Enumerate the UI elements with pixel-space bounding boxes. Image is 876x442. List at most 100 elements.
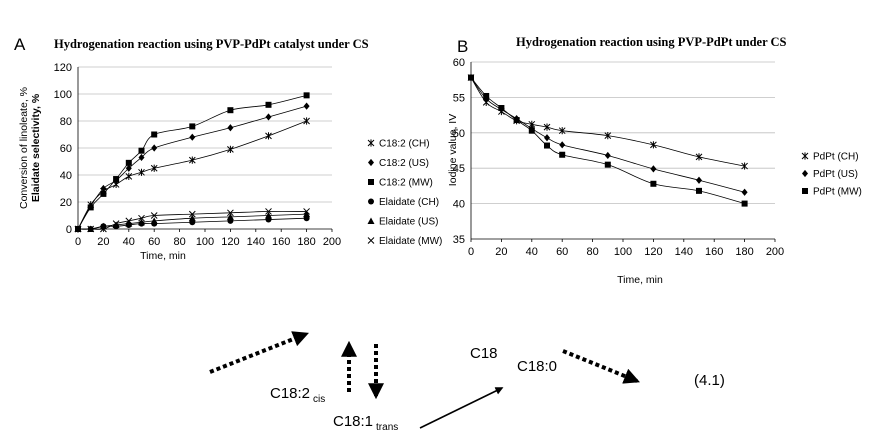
- x-tick-label-180: 180: [297, 236, 315, 248]
- data-point-c18-2-us-2: [100, 184, 107, 193]
- data-point-elaidate-us-3: [112, 221, 120, 228]
- chart-a-panel-label: A: [14, 35, 26, 54]
- data-point-c18-2-ch-6: [150, 164, 158, 172]
- data-point-pdpt-ch-8: [650, 141, 657, 149]
- data-point-pdpt-us-5: [544, 134, 550, 142]
- data-point-c18-2-ch-8: [227, 145, 234, 153]
- species-c18-1-label: C18:1: [333, 413, 373, 430]
- legend-label-elaidate-ch: Elaidate (CH): [379, 197, 439, 208]
- species-c18-1-trans: C18:1 trans: [333, 413, 398, 433]
- data-point-c18-2-mw-4: [125, 159, 132, 166]
- chart-a-y-axis-label-line1: Conversion of linoleate, %: [18, 87, 30, 209]
- x-tick-label-160: 160: [272, 236, 290, 248]
- data-point-pdpt-ch-5: [543, 123, 551, 131]
- y-tick-label-60: 60: [453, 57, 465, 69]
- data-point-pdpt-mw-10: [741, 200, 748, 207]
- legend-label-elaidate-mw: Elaidate (MW): [379, 236, 442, 247]
- data-point-c18-2-us-9: [265, 113, 272, 121]
- x-tick-label-200: 200: [323, 236, 341, 248]
- legend-marker-c18-2-mw: [368, 179, 374, 185]
- x-tick-label-40: 40: [526, 246, 538, 258]
- chart-b-y-axis-label: Iodine value, IV: [447, 114, 459, 186]
- data-point-c18-2-us-10: [303, 102, 310, 110]
- data-point-elaidate-mw-0: [74, 225, 82, 233]
- chart-b-data-points: [467, 73, 748, 207]
- data-point-c18-2-ch-7: [188, 156, 196, 164]
- legend-label-c18-2-us: C18:2 (US): [379, 158, 429, 169]
- data-point-pdpt-mw-3: [513, 117, 520, 124]
- legend-label-pdpt-ch: PdPt (CH): [813, 152, 859, 163]
- chart-b-trend-lines: [470, 77, 745, 204]
- legend-marker-pdpt-ch: [801, 152, 809, 160]
- x-tick-label-140: 140: [675, 246, 693, 258]
- data-point-pdpt-mw-8: [650, 180, 657, 187]
- data-point-c18-2-mw-6: [151, 131, 158, 138]
- data-point-c18-2-mw-9: [265, 101, 272, 108]
- data-point-elaidate-mw-5: [138, 214, 145, 222]
- y-tick-label-60: 60: [60, 143, 72, 155]
- species-c18-2-subscript: cis: [313, 394, 325, 405]
- data-point-c18-2-us-5: [138, 153, 145, 162]
- chart-b-panel-label: B: [457, 37, 468, 56]
- data-point-elaidate-mw-1: [87, 225, 95, 233]
- data-point-c18-2-us-8: [227, 124, 234, 132]
- data-point-pdpt-ch-10: [741, 162, 748, 170]
- data-point-pdpt-us-7: [604, 151, 611, 160]
- data-point-pdpt-ch-9: [695, 153, 703, 161]
- data-point-pdpt-us-9: [696, 176, 702, 184]
- data-point-elaidate-us-5: [138, 218, 145, 226]
- legend-marker-elaidate-us: [367, 217, 375, 224]
- y-tick-label-40: 40: [453, 199, 465, 211]
- chart-a-title: Hydrogenation reaction using PVP-PdPt ca…: [54, 37, 369, 51]
- data-point-c18-2-mw-7: [189, 123, 196, 130]
- species-c18-2-label: C18:2: [270, 385, 310, 402]
- chart-b: B Hydrogenation reaction using PVP-PdPt …: [447, 35, 862, 286]
- data-point-c18-2-ch-10: [303, 117, 310, 125]
- legend-marker-pdpt-us: [802, 169, 808, 178]
- data-point-c18-2-mw-3: [113, 176, 120, 183]
- data-point-pdpt-mw-1: [483, 92, 490, 99]
- data-point-pdpt-mw-7: [604, 161, 611, 168]
- solid-arrow-to-c18: [419, 387, 504, 429]
- x-tick-label-80: 80: [173, 236, 185, 248]
- x-tick-label-120: 120: [644, 246, 662, 258]
- data-point-pdpt-mw-5: [544, 142, 550, 149]
- y-tick-label-80: 80: [60, 116, 72, 128]
- data-point-c18-2-us-4: [125, 164, 132, 172]
- x-tick-label-80: 80: [586, 246, 598, 258]
- species-c18: C18: [470, 345, 498, 362]
- data-point-c18-2-ch-4: [125, 172, 133, 180]
- data-point-c18-2-us-7: [189, 133, 196, 141]
- data-point-c18-2-us-6: [151, 144, 158, 152]
- chart-a-legend: C18:2 (CH) C18:2 (US) C18:2 (MW) Elaidate (…: [367, 139, 442, 247]
- y-tick-label-20: 20: [60, 197, 72, 209]
- species-c18-1-subscript: trans: [376, 422, 398, 433]
- chart-a-x-axis-label: Time, min: [140, 250, 186, 262]
- y-tick-label-50: 50: [453, 128, 465, 140]
- data-point-elaidate-mw-3: [112, 220, 120, 227]
- y-tick-label-45: 45: [453, 163, 465, 175]
- data-point-c18-2-mw-1: [87, 204, 94, 211]
- data-point-elaidate-mw-2: [100, 225, 107, 233]
- legend-label-c18-2-mw: C18:2 (MW): [379, 178, 433, 189]
- data-point-pdpt-mw-0: [468, 74, 474, 81]
- chart-b-axes: [470, 62, 776, 242]
- chart-a-tick-labels: 0 20 40 60 80 100 120 0 20 40 60 80 100 120 140 160 180 2…: [54, 62, 342, 248]
- data-point-elaidate-us-10: [303, 210, 311, 218]
- species-c18-2-cis: C18:2 cis: [270, 385, 325, 405]
- chart-a-axes: [77, 67, 333, 232]
- data-point-pdpt-mw-2: [498, 105, 505, 112]
- legend-marker-elaidate-mw: [367, 237, 375, 244]
- chart-a-gridlines: [78, 66, 332, 203]
- chart-a-data-points: [74, 92, 311, 233]
- data-point-pdpt-us-8: [650, 165, 657, 173]
- x-tick-label-200: 200: [766, 246, 784, 258]
- chart-b-gridlines: [471, 61, 775, 205]
- data-point-c18-2-mw-2: [100, 190, 107, 197]
- y-tick-label-0: 0: [66, 224, 72, 236]
- data-point-pdpt-us-10: [741, 188, 748, 196]
- y-tick-label-120: 120: [54, 62, 72, 74]
- x-tick-label-100: 100: [196, 236, 214, 248]
- data-point-pdpt-mw-4: [528, 127, 535, 134]
